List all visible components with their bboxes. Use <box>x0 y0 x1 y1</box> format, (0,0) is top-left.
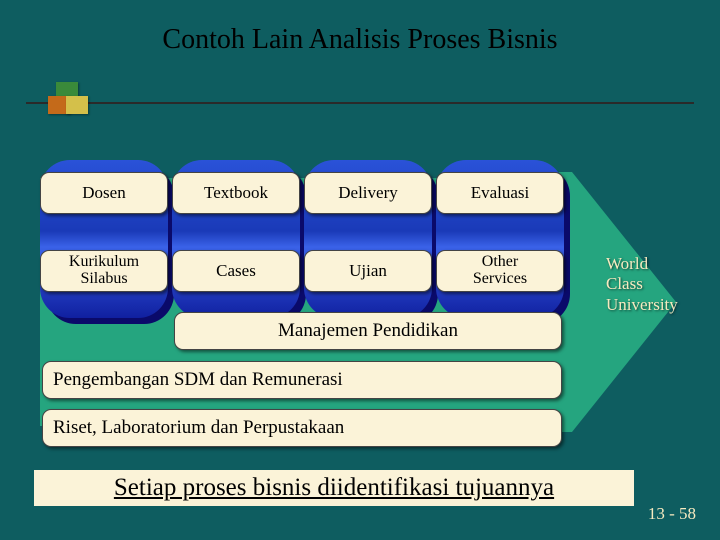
cell-dosen: Dosen <box>40 172 168 214</box>
header-rule <box>26 102 694 104</box>
cell-evaluasi: Evaluasi <box>436 172 564 214</box>
cell-delivery: Delivery <box>304 172 432 214</box>
slide-caption: Setiap proses bisnis diidentifikasi tuju… <box>34 470 634 506</box>
cell-other: Other Services <box>436 250 564 292</box>
page-number: 13 - 58 <box>648 504 696 524</box>
cell-kurikulum: Kurikulum Silabus <box>40 250 168 292</box>
process-arrow-diagram: Dosen Textbook Delivery Evaluasi Kurikul… <box>40 172 680 452</box>
logo-square-yellow-icon <box>66 96 88 114</box>
bar-manajemen: Manajemen Pendidikan <box>174 312 562 350</box>
bar-sdm: Pengembangan SDM dan Remunerasi <box>42 361 562 399</box>
slide-title: Contoh Lain Analisis Proses Bisnis <box>0 24 720 56</box>
header-rule-group <box>26 86 694 124</box>
cell-cases: Cases <box>172 250 300 292</box>
cell-ujian: Ujian <box>304 250 432 292</box>
bar-riset: Riset, Laboratorium dan Perpustakaan <box>42 409 562 447</box>
logo-icon <box>48 86 98 122</box>
output-label: World Class University <box>606 254 716 315</box>
cell-textbook: Textbook <box>172 172 300 214</box>
